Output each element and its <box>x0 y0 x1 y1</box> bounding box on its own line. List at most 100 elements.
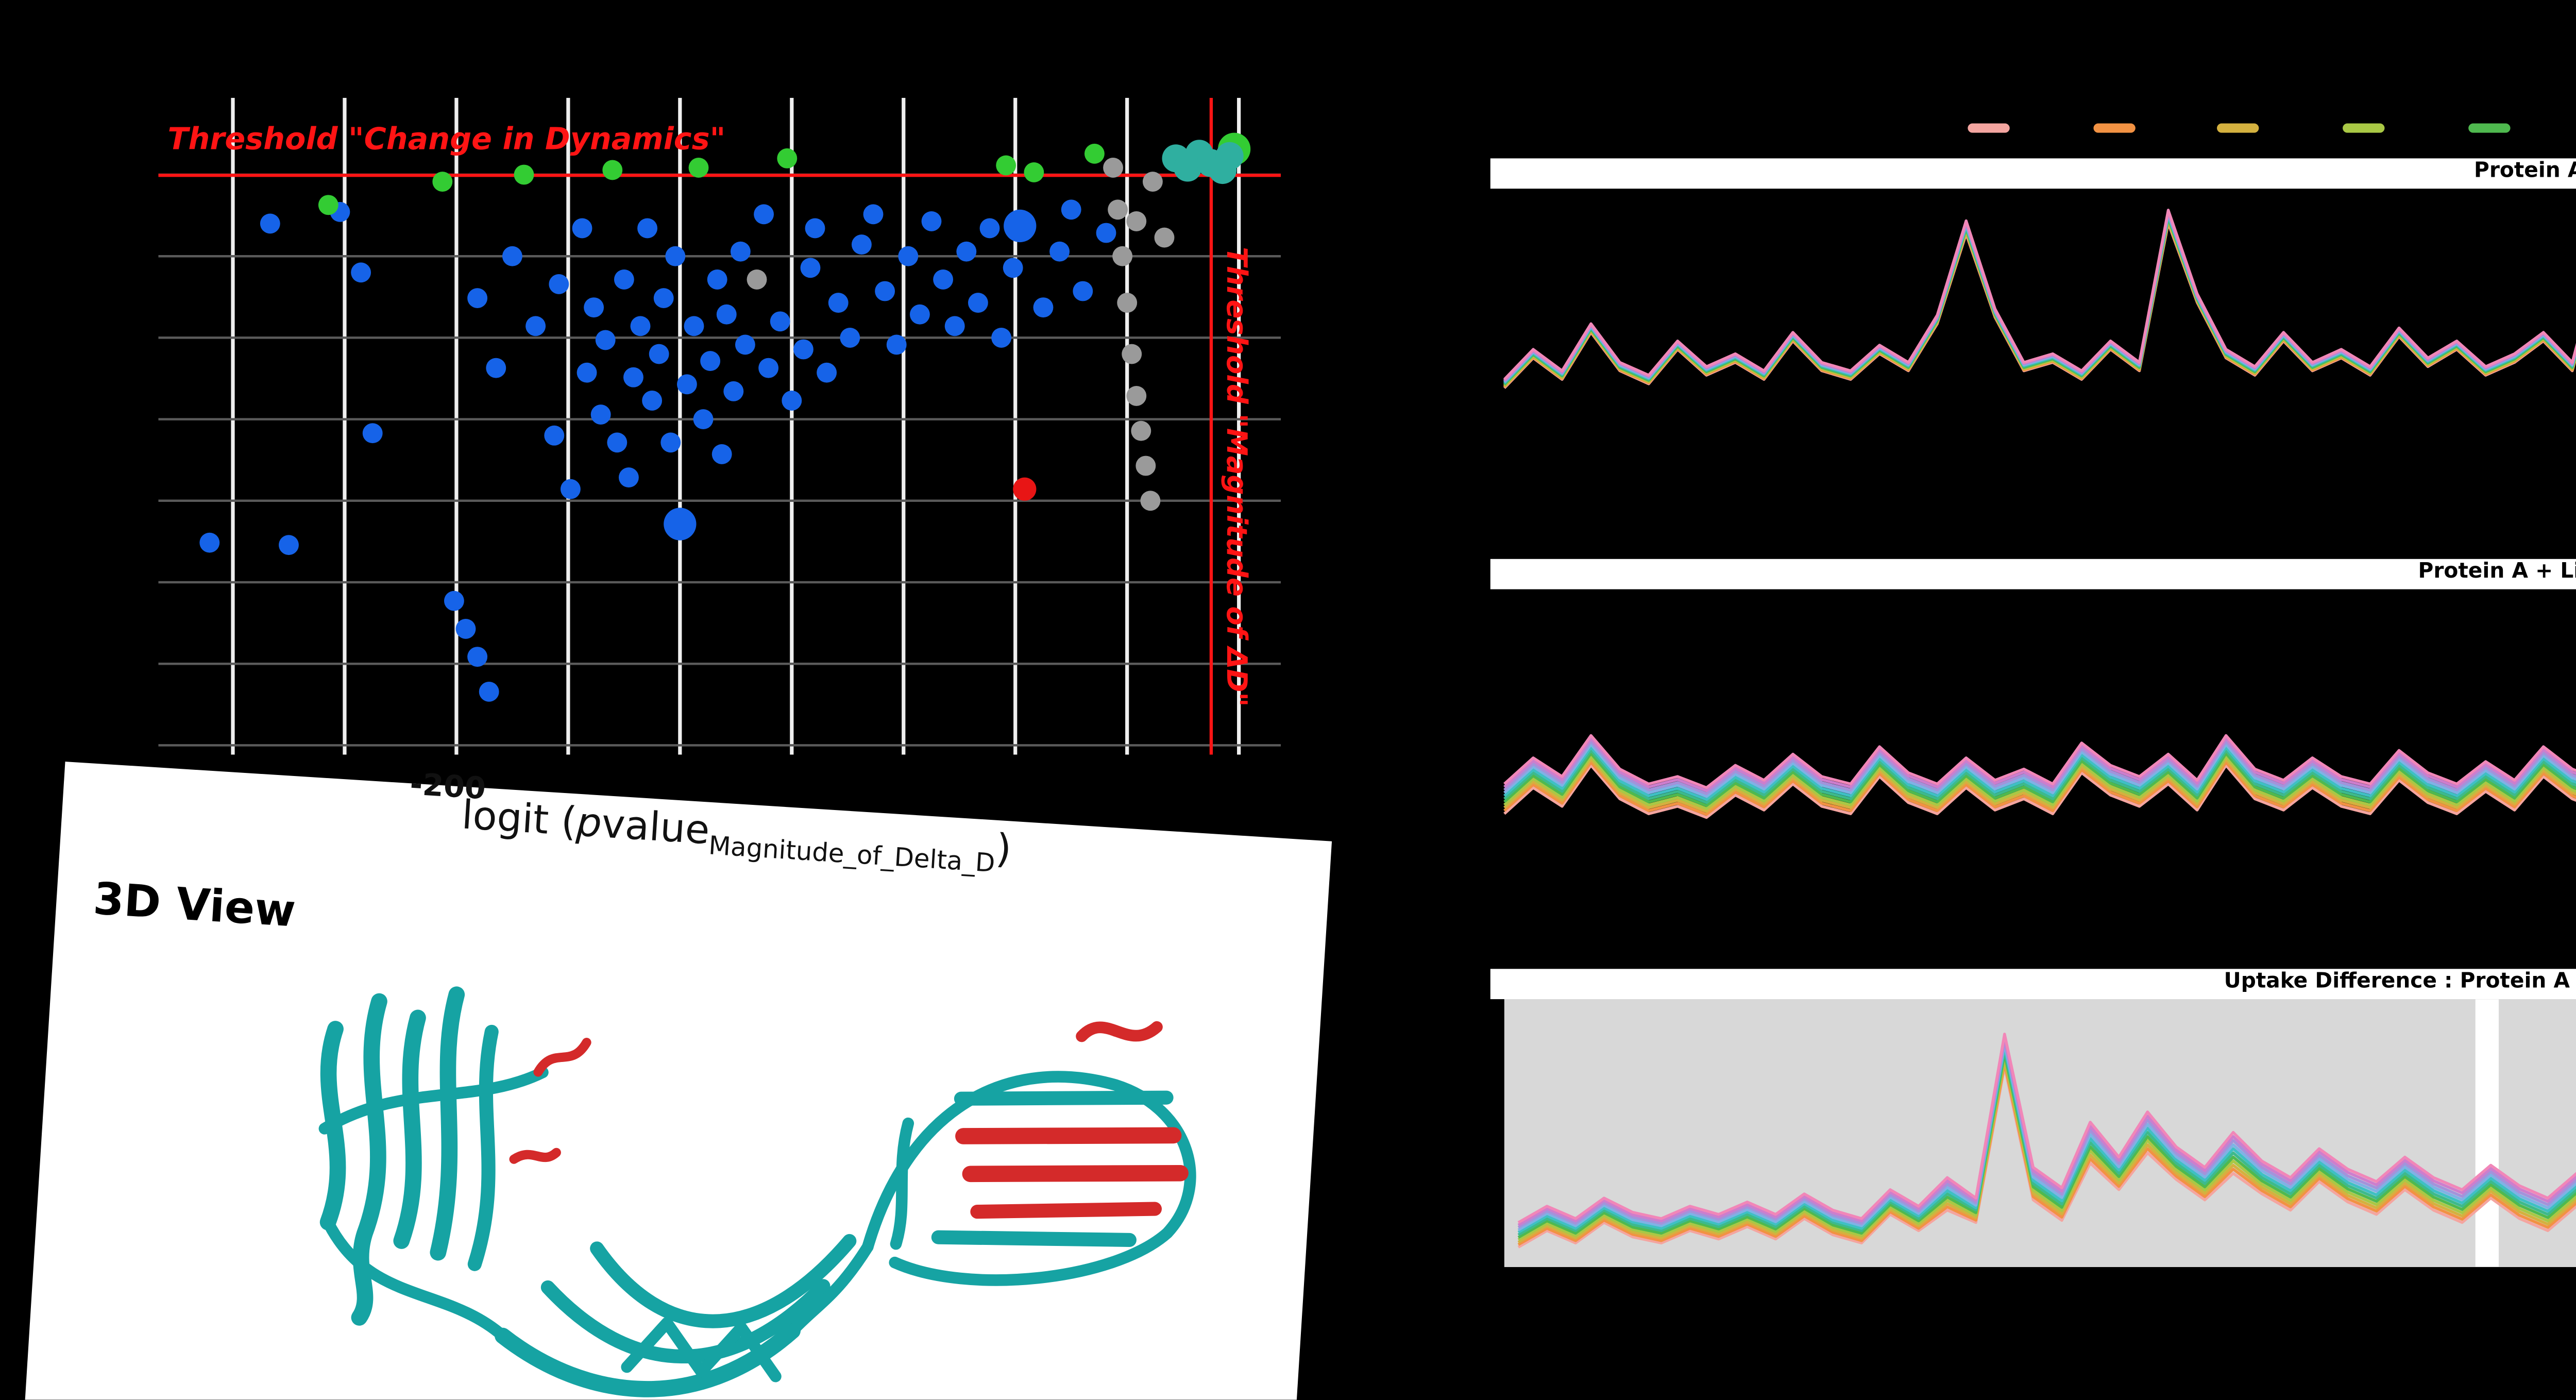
scatter-point[interactable] <box>514 164 534 185</box>
scatter-point[interactable] <box>979 218 1000 239</box>
scatter-point[interactable] <box>1117 293 1138 313</box>
scatter-point[interactable] <box>1103 158 1123 178</box>
scatter-point[interactable] <box>693 409 714 430</box>
scatter-point[interactable] <box>526 316 546 336</box>
scatter-point[interactable] <box>351 262 371 283</box>
scatter-point[interactable] <box>1049 241 1070 262</box>
scatter-point[interactable] <box>595 330 616 350</box>
scatter-point[interactable] <box>716 304 737 325</box>
scatter-point[interactable] <box>754 204 774 225</box>
scatter-point[interactable] <box>1126 211 1147 231</box>
scatter-point[interactable] <box>618 467 639 488</box>
scatter-point[interactable] <box>1215 142 1244 170</box>
scatter-point[interactable] <box>933 269 954 290</box>
legend-swatch-4[interactable] <box>2343 123 2385 133</box>
scatter-point[interactable] <box>584 297 604 318</box>
scatter-point[interactable] <box>805 218 825 239</box>
scatter-point[interactable] <box>1131 420 1151 441</box>
protein-a-chart[interactable] <box>1490 189 2576 561</box>
scatter-point[interactable] <box>684 316 704 336</box>
scatter-point[interactable] <box>1096 223 1116 243</box>
scatter-point[interactable] <box>502 246 522 266</box>
legend-swatch-2[interactable] <box>2093 123 2135 133</box>
scatter-point[interactable] <box>782 391 802 411</box>
scatter-point[interactable] <box>1073 281 1093 301</box>
scatter-point[interactable] <box>260 213 280 234</box>
scatter-point[interactable] <box>1061 199 1081 220</box>
scatter-point[interactable] <box>956 241 977 262</box>
protein-a-ligand-chart[interactable] <box>1490 589 2576 971</box>
scatter-point[interactable] <box>1140 491 1161 511</box>
scatter-point[interactable] <box>577 362 597 383</box>
scatter-point[interactable] <box>660 432 681 453</box>
scatter-point[interactable] <box>614 269 634 290</box>
scatter-point[interactable] <box>630 316 651 336</box>
scatter-point[interactable] <box>1122 344 1142 364</box>
scatter-point[interactable] <box>1136 456 1156 476</box>
scatter-point[interactable] <box>1003 258 1023 278</box>
scatter-point[interactable] <box>747 269 767 290</box>
scatter-point[interactable] <box>991 327 1012 348</box>
scatter-point[interactable] <box>653 288 674 308</box>
scatter-point[interactable] <box>1108 199 1128 220</box>
scatter-point[interactable] <box>1013 477 1037 501</box>
scatter-point[interactable] <box>1033 297 1054 318</box>
scatter-point[interactable] <box>676 374 697 395</box>
scatter-point[interactable] <box>711 444 732 464</box>
uptake-difference-chart[interactable] <box>1504 999 2576 1274</box>
scatter-point[interactable] <box>735 334 755 355</box>
scatter-point[interactable] <box>898 246 919 266</box>
scatter-point[interactable] <box>362 423 383 444</box>
scatter-point[interactable] <box>444 591 464 611</box>
scatter-point[interactable] <box>1142 172 1163 192</box>
scatter-point[interactable] <box>467 288 488 308</box>
scatter-point[interactable] <box>921 211 942 231</box>
legend-swatch-1[interactable] <box>1968 123 2010 133</box>
scatter-point[interactable] <box>486 358 506 378</box>
scatter-point[interactable] <box>572 218 592 239</box>
scatter-point[interactable] <box>777 148 798 168</box>
scatter-point[interactable] <box>707 269 727 290</box>
scatter-point[interactable] <box>1112 246 1133 266</box>
scatter-point[interactable] <box>623 367 643 387</box>
scatter-point[interactable] <box>665 246 686 266</box>
scatter-point[interactable] <box>793 339 814 360</box>
volcano-plot-svg[interactable] <box>158 97 1281 755</box>
volcano-plot-area[interactable]: Threshold "Change in Dynamics" Threshold… <box>158 97 1281 755</box>
scatter-point[interactable] <box>817 362 837 383</box>
scatter-point[interactable] <box>944 316 965 336</box>
legend-swatch-3[interactable] <box>2217 123 2260 133</box>
scatter-point[interactable] <box>730 241 751 262</box>
scatter-point[interactable] <box>863 204 884 225</box>
legend-swatch-5[interactable] <box>2468 123 2510 133</box>
scatter-point[interactable] <box>828 293 849 313</box>
scatter-point[interactable] <box>1004 209 1037 243</box>
scatter-point[interactable] <box>840 327 860 348</box>
scatter-point[interactable] <box>199 532 220 553</box>
scatter-point[interactable] <box>602 160 623 180</box>
scatter-point[interactable] <box>1084 143 1105 164</box>
scatter-point[interactable] <box>664 508 697 541</box>
scatter-point[interactable] <box>642 391 663 411</box>
scatter-point[interactable] <box>649 344 669 364</box>
scatter-point[interactable] <box>700 351 721 372</box>
scatter-point[interactable] <box>968 293 988 313</box>
scatter-point[interactable] <box>455 618 476 639</box>
scatter-point[interactable] <box>996 155 1016 176</box>
scatter-point[interactable] <box>875 281 895 301</box>
scatter-point[interactable] <box>279 535 299 555</box>
scatter-point[interactable] <box>800 258 821 278</box>
scatter-point[interactable] <box>723 381 744 401</box>
scatter-point[interactable] <box>1126 385 1147 406</box>
scatter-point[interactable] <box>590 404 611 425</box>
scatter-point[interactable] <box>560 479 581 499</box>
scatter-point[interactable] <box>544 425 565 446</box>
scatter-point[interactable] <box>637 218 657 239</box>
scatter-point[interactable] <box>1024 162 1044 182</box>
scatter-point[interactable] <box>758 358 779 378</box>
scatter-point[interactable] <box>851 234 872 255</box>
scatter-point[interactable] <box>432 172 453 192</box>
scatter-point[interactable] <box>607 432 628 453</box>
scatter-point[interactable] <box>479 682 499 702</box>
scatter-point[interactable] <box>909 304 930 325</box>
